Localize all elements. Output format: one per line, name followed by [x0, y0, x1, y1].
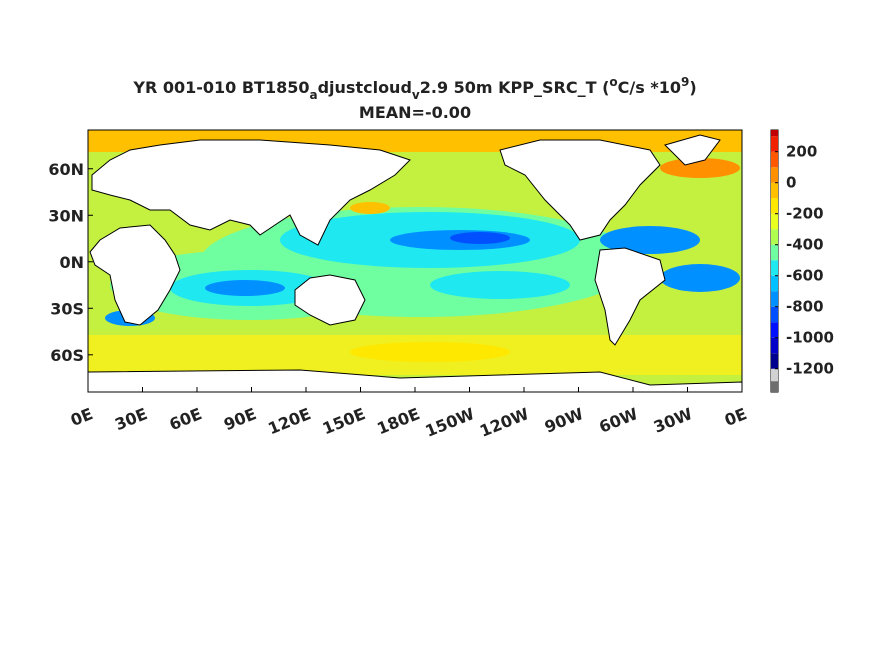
- field-patch: [350, 202, 390, 214]
- y-tick-label: 0N: [59, 253, 84, 272]
- x-tick-label: 120W: [477, 404, 532, 441]
- title-part: ): [689, 78, 696, 97]
- field-patch: [350, 342, 510, 362]
- x-tick-label: 120E: [265, 404, 313, 438]
- colorbar-tick-label: -200: [786, 205, 824, 223]
- colorbar-tick-label: -1200: [786, 360, 834, 378]
- y-tick-label: 60N: [48, 160, 84, 179]
- y-tick-label: 30S: [50, 299, 84, 318]
- colorbar-tick-label: -600: [786, 267, 824, 285]
- title-part: YR 001-010 BT1850: [132, 78, 309, 97]
- colorbar-tick-label: 0: [786, 174, 796, 192]
- colorbar-band: [771, 244, 778, 261]
- colorbar-tick-label: -400: [786, 236, 824, 254]
- title-line2: MEAN=-0.00: [359, 103, 471, 122]
- colorbar-band: [771, 151, 778, 168]
- colorbar-band: [771, 353, 778, 369]
- title: YR 001-010 BT1850adjustcloudv2.9 50m KPP…: [132, 75, 696, 102]
- x-tick-label: 90W: [542, 404, 586, 437]
- x-tick-label: 60E: [167, 404, 205, 434]
- x-tick-label: 180E: [374, 404, 422, 438]
- colorbar-band: [771, 381, 778, 392]
- land: [88, 134, 742, 392]
- x-tick-label: 30W: [651, 404, 695, 437]
- colorbar-band: [771, 167, 778, 183]
- title-part: C/s *10: [618, 78, 681, 97]
- title-part: djustcloud: [318, 78, 412, 97]
- colorbar-band: [771, 182, 778, 199]
- y-tick-label: 60S: [50, 346, 84, 365]
- map-field: [88, 130, 742, 392]
- x-tick-label: 90E: [221, 404, 259, 434]
- title-part: o: [609, 75, 617, 89]
- title-line1: YR 001-010 BT1850adjustcloudv2.9 50m KPP…: [132, 75, 696, 102]
- colorbar-band: [771, 291, 778, 307]
- field-patch: [205, 280, 285, 296]
- x-tick-label: 0E: [68, 404, 96, 430]
- x-tick-label: 150E: [320, 404, 368, 438]
- colorbar-band: [771, 322, 778, 338]
- colorbar-band: [771, 368, 778, 382]
- x-tick-label: 60W: [596, 404, 640, 437]
- colorbar-band: [771, 337, 778, 354]
- colorbar-band: [771, 213, 778, 230]
- colorbar-band: [771, 260, 778, 276]
- x-tick-label: 150W: [423, 404, 478, 441]
- field-patch: [600, 226, 700, 254]
- colorbar-band: [771, 136, 778, 152]
- field-patch: [660, 264, 740, 292]
- x-tick-label: 30E: [112, 404, 150, 434]
- title-part: 9: [681, 75, 689, 89]
- title-part: a: [309, 88, 317, 102]
- y-tick-label: 30N: [48, 206, 84, 225]
- colorbar-band: [771, 198, 778, 214]
- colorbar-tick-label: 200: [786, 143, 817, 161]
- colorbar-band: [771, 130, 778, 137]
- colorbar-band: [771, 229, 778, 245]
- field-patch: [660, 158, 740, 178]
- title-part: v: [412, 88, 420, 102]
- title-part: 2.9 50m KPP_SRC_T (: [420, 78, 610, 97]
- field-patch: [450, 232, 510, 244]
- colorbar-band: [771, 275, 778, 292]
- colorbar-tick-label: -1000: [786, 329, 834, 347]
- colorbar-band: [771, 306, 778, 323]
- x-tick-label: 0E: [722, 404, 750, 430]
- field-patch: [430, 271, 570, 299]
- colorbar-tick-label: -800: [786, 298, 824, 316]
